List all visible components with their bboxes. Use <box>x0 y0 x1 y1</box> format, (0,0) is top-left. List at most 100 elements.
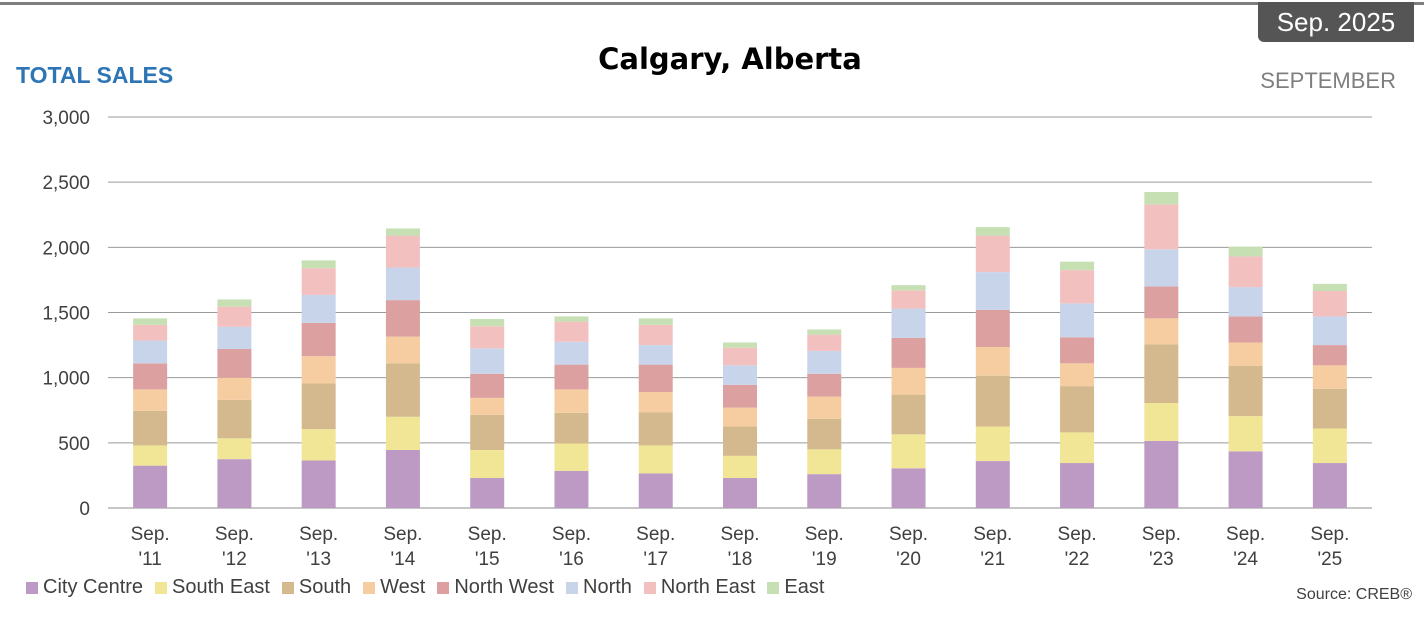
bar-segment-north <box>1228 287 1263 317</box>
bar-segment-south <box>1144 344 1179 404</box>
y-tick-label: 1,000 <box>42 369 90 390</box>
date-badge: Sep. 2025 <box>1258 2 1414 42</box>
legend-item-north: North <box>566 576 632 599</box>
bar-segment-north <box>975 272 1010 310</box>
legend-swatch <box>767 581 780 594</box>
x-tick-label: Sep. <box>720 524 759 545</box>
bar-segment-north-east <box>1060 270 1095 304</box>
bar-segment-east <box>807 329 842 335</box>
bar-segment-north <box>891 308 926 338</box>
bar-segment-city-centre <box>638 473 673 508</box>
bar-segment-north-east <box>217 306 252 327</box>
legend-swatch <box>643 581 656 594</box>
x-tick-label: '25 <box>1317 549 1342 570</box>
bar-segment-north <box>133 340 168 364</box>
bar-segment-south <box>638 412 673 446</box>
legend-item-east: East <box>767 576 824 599</box>
bar-segment-east <box>975 227 1010 236</box>
bar-segment-west <box>133 389 168 411</box>
bar-segment-north-east <box>638 324 673 346</box>
x-tick-label: '14 <box>391 549 416 570</box>
bar-segment-north-west <box>470 373 505 398</box>
x-tick-label: Sep. <box>1310 524 1349 545</box>
bar-segment-north <box>638 345 673 365</box>
bar-segment-north-east <box>891 290 926 309</box>
bar-segment-city-centre <box>470 478 505 508</box>
legend-swatch <box>437 581 450 594</box>
legend-label: West <box>380 576 426 598</box>
bar-segment-east <box>470 319 505 327</box>
bar-segment-city-centre <box>301 460 336 508</box>
bar-segment-east <box>891 285 926 291</box>
bar-segment-city-centre <box>975 461 1010 508</box>
x-tick-label: Sep. <box>215 524 254 545</box>
bar-segment-west <box>1144 318 1179 345</box>
bar-segment-north-west <box>301 322 336 357</box>
x-tick-label: Sep. <box>1226 524 1265 545</box>
bar-segment-south <box>217 399 252 439</box>
bar-segment-north-west <box>385 300 420 337</box>
legend-label: South East <box>172 576 270 598</box>
legend-swatch <box>281 581 294 594</box>
bar-segment-north-east <box>301 268 336 295</box>
legend-swatch <box>26 581 38 594</box>
bar-segment-city-centre <box>1144 440 1179 508</box>
bar-segment-south <box>470 414 505 451</box>
bar-segment-north-west <box>554 364 589 390</box>
legend-swatch <box>363 581 376 594</box>
bar-segment-west <box>891 367 926 395</box>
bar-segment-west <box>1312 365 1347 389</box>
x-tick-label: '15 <box>475 549 500 570</box>
x-tick-label: '16 <box>559 549 584 570</box>
bar-segment-north-west <box>723 384 757 408</box>
bar-segment-north <box>554 341 589 365</box>
bar-segment-city-centre <box>723 478 757 508</box>
bar-segment-south <box>1228 365 1263 417</box>
legend-item-north-east: North East <box>643 576 755 599</box>
bar-segment-city-centre <box>807 474 842 508</box>
bar-segment-west <box>554 389 589 413</box>
bar-segment-east <box>1228 246 1263 257</box>
bar-segment-east <box>217 299 252 307</box>
bar-segment-south <box>807 418 842 450</box>
chart-title: Calgary, Alberta <box>598 42 862 76</box>
bar-segment-south <box>723 426 757 456</box>
bar-segment-west <box>975 347 1010 376</box>
bar-segment-east <box>638 318 673 325</box>
bar-segment-north <box>301 294 336 323</box>
bar-segment-south-east <box>638 445 673 474</box>
bar-segment-south-east <box>1144 403 1179 441</box>
bar-segment-west <box>638 392 673 413</box>
bar-segment-west <box>1060 363 1095 387</box>
bar-segment-south-east <box>1228 416 1263 452</box>
bar-segment-south <box>301 383 336 430</box>
bar-segment-city-centre <box>133 465 168 508</box>
x-tick-label: '19 <box>812 549 837 570</box>
bar-segment-south <box>385 363 420 417</box>
bar-segment-north-west <box>133 363 168 390</box>
bar-segment-east <box>133 318 168 325</box>
bar-segment-north-east <box>1312 290 1347 317</box>
legend-swatch <box>155 581 168 594</box>
bar-segment-west <box>301 356 336 384</box>
bar-segment-west <box>807 396 842 419</box>
x-tick-label: Sep. <box>889 524 928 545</box>
y-tick-label: 1,500 <box>42 304 90 325</box>
bar-segment-north-east <box>723 347 757 366</box>
bar-segment-north-east <box>470 326 505 349</box>
bar-segment-west <box>723 407 757 427</box>
legend-label: North West <box>454 576 555 598</box>
bar-segment-north-east <box>1144 204 1179 250</box>
y-tick-label: 3,000 <box>42 108 90 129</box>
bar-segment-city-centre <box>1312 463 1347 508</box>
chart-legend: City Centre South East South West North West… <box>26 576 836 599</box>
top-rule <box>0 2 1424 5</box>
bar-segment-south-east <box>807 449 842 475</box>
bar-segment-city-centre <box>217 459 252 508</box>
x-tick-label: Sep. <box>552 524 591 545</box>
x-tick-label: Sep. <box>636 524 675 545</box>
y-tick-label: 0 <box>79 499 90 520</box>
bar-segment-north-east <box>1228 256 1263 288</box>
x-tick-label: Sep. <box>383 524 422 545</box>
bar-segment-south-east <box>891 434 926 469</box>
